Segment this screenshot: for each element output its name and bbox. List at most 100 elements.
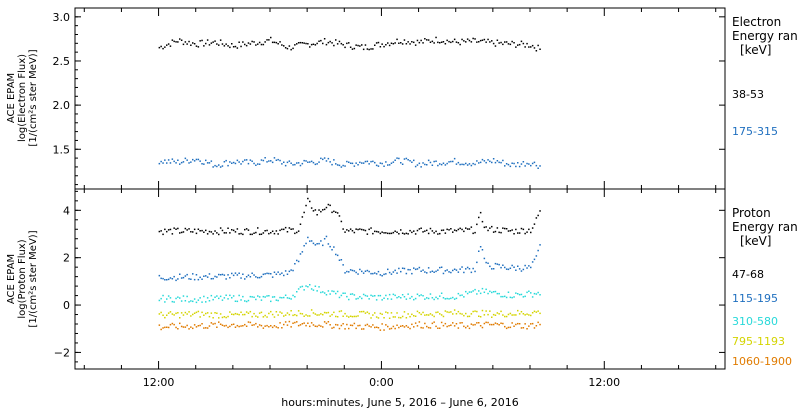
data-point bbox=[429, 313, 432, 315]
data-point bbox=[232, 229, 235, 232]
data-point bbox=[277, 233, 279, 235]
data-point bbox=[359, 45, 361, 47]
data-point bbox=[426, 164, 428, 166]
data-point bbox=[284, 294, 287, 296]
data-point bbox=[431, 40, 434, 43]
data-point bbox=[531, 261, 534, 263]
data-point bbox=[193, 298, 196, 300]
data-point bbox=[214, 296, 216, 298]
data-point bbox=[396, 38, 398, 41]
data-point bbox=[379, 232, 382, 235]
data-point bbox=[236, 274, 239, 276]
data-point bbox=[446, 39, 448, 42]
data-point bbox=[535, 255, 538, 257]
data-point bbox=[221, 324, 224, 326]
data-point bbox=[292, 164, 294, 166]
data-point bbox=[270, 300, 272, 303]
data-point bbox=[242, 313, 244, 316]
data-point bbox=[453, 268, 456, 270]
data-point bbox=[212, 166, 214, 168]
data-point bbox=[537, 249, 539, 252]
data-point bbox=[388, 293, 391, 296]
data-point bbox=[452, 231, 454, 233]
data-point bbox=[197, 325, 200, 327]
data-point bbox=[288, 270, 291, 273]
data-point bbox=[167, 326, 170, 329]
data-point bbox=[244, 228, 246, 231]
data-point bbox=[504, 41, 506, 43]
data-point bbox=[381, 275, 383, 277]
data-point bbox=[381, 299, 383, 301]
data-point bbox=[329, 204, 331, 207]
data-point bbox=[444, 322, 447, 325]
data-point bbox=[500, 295, 502, 298]
data-point bbox=[355, 327, 357, 330]
data-point bbox=[216, 43, 218, 45]
data-point bbox=[411, 161, 413, 163]
data-point bbox=[481, 220, 484, 223]
data-point bbox=[279, 273, 281, 276]
data-point bbox=[253, 232, 255, 234]
data-point bbox=[320, 157, 322, 160]
data-point bbox=[518, 313, 521, 315]
data-point bbox=[266, 229, 268, 232]
data-point bbox=[457, 228, 460, 231]
data-point bbox=[179, 317, 181, 319]
data-point bbox=[247, 321, 250, 323]
data-point bbox=[407, 233, 409, 235]
data-point bbox=[348, 230, 350, 232]
data-point bbox=[398, 157, 400, 160]
data-point bbox=[281, 228, 283, 231]
data-point bbox=[459, 163, 461, 166]
data-point bbox=[199, 276, 201, 279]
data-point bbox=[450, 311, 452, 313]
data-point bbox=[201, 323, 203, 325]
electron-xticks bbox=[83, 8, 717, 189]
data-point bbox=[323, 238, 326, 240]
data-point bbox=[509, 296, 512, 299]
data-point bbox=[162, 294, 164, 297]
data-point bbox=[368, 298, 370, 300]
data-point bbox=[205, 312, 207, 315]
data-point bbox=[169, 297, 172, 299]
data-point bbox=[530, 266, 532, 269]
data-point bbox=[439, 313, 441, 315]
data-point bbox=[296, 43, 298, 45]
data-point bbox=[199, 160, 201, 162]
data-point bbox=[520, 40, 523, 43]
data-point bbox=[164, 159, 166, 161]
data-point bbox=[244, 159, 246, 161]
data-point bbox=[513, 266, 515, 268]
data-point bbox=[381, 162, 383, 165]
data-point bbox=[478, 250, 480, 252]
data-point bbox=[518, 293, 521, 296]
proton-legend-title-2: Energy ran bbox=[732, 220, 798, 234]
data-point bbox=[496, 292, 499, 295]
data-point bbox=[247, 42, 250, 44]
data-point bbox=[444, 310, 447, 312]
data-point bbox=[401, 232, 404, 234]
data-point bbox=[286, 47, 289, 50]
data-point bbox=[513, 233, 515, 235]
data-point bbox=[366, 233, 369, 235]
data-point bbox=[466, 228, 469, 230]
data-point bbox=[266, 316, 268, 318]
data-point bbox=[483, 314, 486, 316]
data-point bbox=[411, 41, 413, 43]
data-point bbox=[362, 272, 365, 274]
proton-plot-frame bbox=[74, 188, 726, 370]
data-point bbox=[264, 296, 266, 298]
data-point bbox=[392, 43, 395, 45]
data-point bbox=[331, 327, 333, 329]
data-point bbox=[414, 297, 417, 300]
data-point bbox=[437, 41, 439, 44]
data-point bbox=[414, 233, 417, 235]
data-point bbox=[375, 164, 378, 167]
data-point bbox=[227, 164, 229, 167]
data-point bbox=[522, 268, 525, 271]
data-point bbox=[190, 44, 192, 46]
data-point bbox=[370, 227, 372, 229]
data-point bbox=[253, 41, 255, 43]
data-point bbox=[518, 232, 521, 234]
data-point bbox=[186, 159, 188, 161]
